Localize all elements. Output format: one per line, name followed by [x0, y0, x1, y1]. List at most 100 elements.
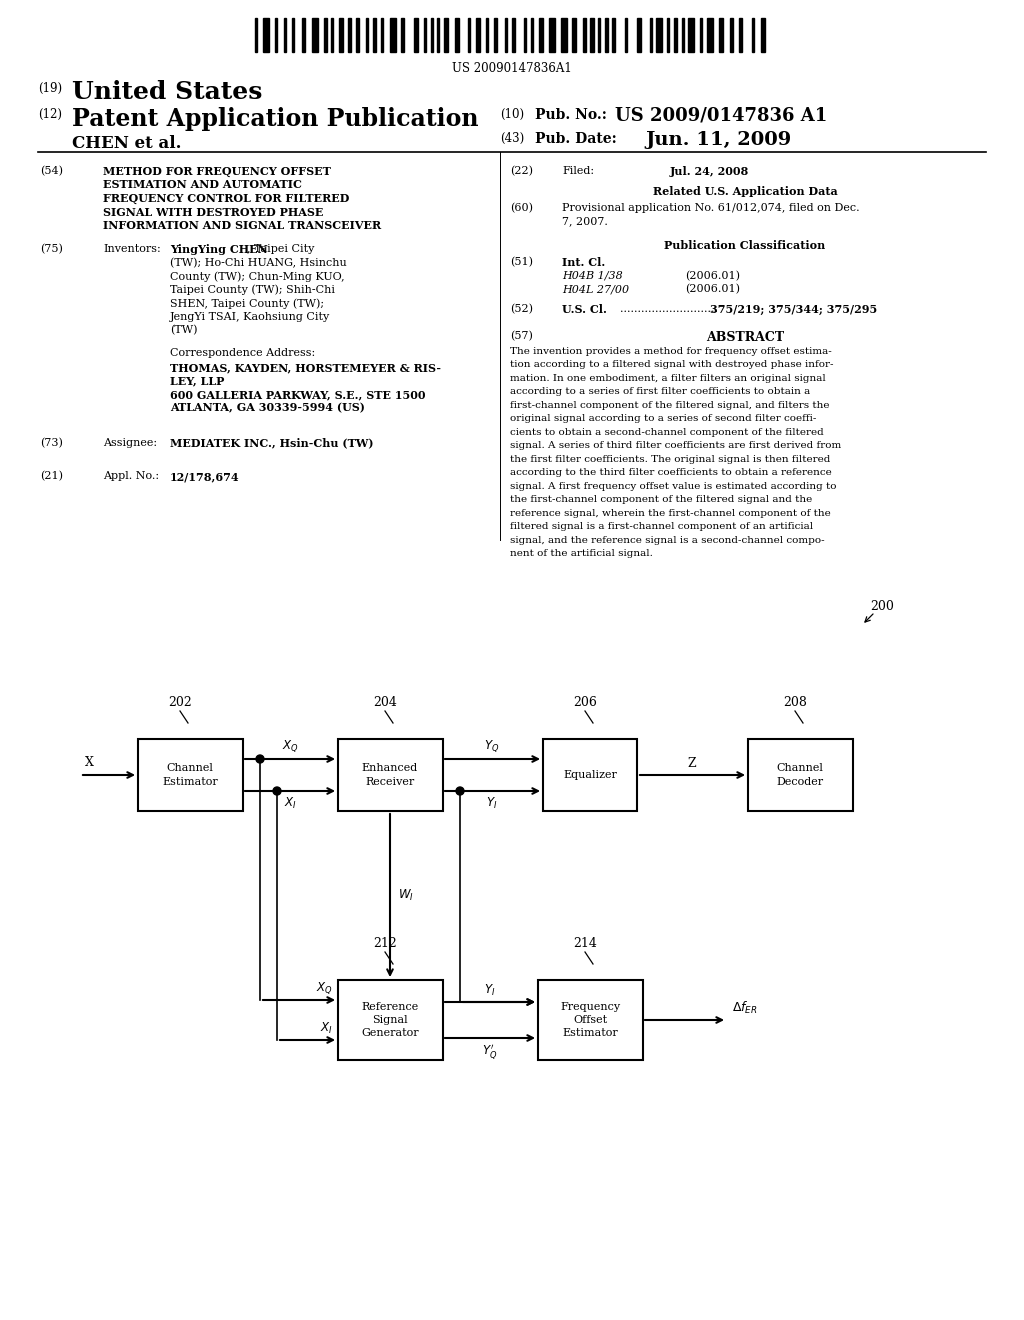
Bar: [650, 18, 652, 51]
Text: (60): (60): [510, 203, 534, 214]
Text: Appl. No.:: Appl. No.:: [103, 471, 159, 482]
Text: (57): (57): [510, 331, 532, 342]
Text: 208: 208: [783, 696, 807, 709]
Text: (10): (10): [500, 108, 524, 121]
Bar: [302, 18, 305, 51]
Text: MEDIATEK INC., Hsin-Chu (TW): MEDIATEK INC., Hsin-Chu (TW): [170, 437, 374, 449]
Text: Assignee:: Assignee:: [103, 437, 157, 447]
Bar: [381, 18, 383, 51]
Bar: [390, 18, 396, 51]
Text: Taipei County (TW); Shih-Chi: Taipei County (TW); Shih-Chi: [170, 285, 335, 296]
Text: (22): (22): [510, 166, 534, 177]
Bar: [414, 18, 418, 51]
Text: (73): (73): [40, 437, 62, 447]
Text: ABSTRACT: ABSTRACT: [706, 331, 784, 345]
Circle shape: [256, 755, 264, 763]
Text: Pub. Date:: Pub. Date:: [535, 132, 616, 147]
Bar: [255, 18, 257, 51]
Text: (52): (52): [510, 304, 534, 314]
Text: LEY, LLP: LEY, LLP: [170, 375, 224, 387]
Bar: [598, 18, 600, 51]
Text: 212: 212: [373, 937, 397, 950]
Bar: [437, 18, 439, 51]
Bar: [538, 979, 642, 1060]
Bar: [505, 18, 507, 51]
Text: Provisional application No. 61/012,074, filed on Dec.: Provisional application No. 61/012,074, …: [562, 203, 859, 213]
Text: Z: Z: [688, 756, 696, 770]
Text: $X_Q$: $X_Q$: [282, 738, 298, 754]
Text: ............................: ............................: [620, 304, 718, 314]
Bar: [682, 18, 684, 51]
Bar: [700, 18, 702, 51]
Bar: [338, 979, 442, 1060]
Text: $\Delta f_{ER}$: $\Delta f_{ER}$: [732, 1001, 758, 1016]
Text: 12/178,674: 12/178,674: [170, 471, 240, 482]
Bar: [719, 18, 723, 51]
Text: FREQUENCY CONTROL FOR FILTERED: FREQUENCY CONTROL FOR FILTERED: [103, 193, 349, 205]
Bar: [752, 18, 754, 51]
Text: Int. Cl.: Int. Cl.: [562, 257, 605, 268]
Text: Reference
Signal
Generator: Reference Signal Generator: [361, 1002, 419, 1039]
Text: $Y_I$: $Y_I$: [484, 983, 496, 998]
Bar: [312, 18, 318, 51]
Bar: [494, 18, 497, 51]
Bar: [137, 739, 243, 810]
Text: 204: 204: [373, 696, 397, 709]
Text: 214: 214: [573, 937, 597, 950]
Bar: [373, 18, 376, 51]
Bar: [707, 18, 713, 51]
Bar: [366, 18, 368, 51]
Text: $X_I$: $X_I$: [284, 796, 296, 810]
Circle shape: [456, 787, 464, 795]
Text: H04L 27/00: H04L 27/00: [562, 284, 629, 294]
Text: (75): (75): [40, 244, 62, 255]
Bar: [424, 18, 426, 51]
Text: Jun. 11, 2009: Jun. 11, 2009: [645, 131, 792, 149]
Text: signal, and the reference signal is a second-channel compo-: signal, and the reference signal is a se…: [510, 536, 824, 545]
Text: YingYing CHEN: YingYing CHEN: [170, 244, 267, 255]
Text: nent of the artificial signal.: nent of the artificial signal.: [510, 549, 653, 558]
Text: US 2009/0147836 A1: US 2009/0147836 A1: [615, 107, 827, 125]
Bar: [561, 18, 567, 51]
Text: original signal according to a series of second filter coeffi-: original signal according to a series of…: [510, 414, 816, 424]
Text: mation. In one embodiment, a filter filters an original signal: mation. In one embodiment, a filter filt…: [510, 374, 825, 383]
Text: Correspondence Address:: Correspondence Address:: [170, 348, 315, 359]
Bar: [667, 18, 669, 51]
Text: tion according to a filtered signal with destroyed phase infor-: tion according to a filtered signal with…: [510, 360, 834, 370]
Text: the first-channel component of the filtered signal and the: the first-channel component of the filte…: [510, 495, 812, 504]
Bar: [730, 18, 733, 51]
Text: Equalizer: Equalizer: [563, 770, 616, 780]
Bar: [486, 18, 488, 51]
Text: (2006.01): (2006.01): [685, 284, 740, 294]
Text: Publication Classification: Publication Classification: [665, 240, 825, 251]
Text: (TW): (TW): [170, 325, 198, 335]
Text: METHOD FOR FREQUENCY OFFSET: METHOD FOR FREQUENCY OFFSET: [103, 166, 331, 177]
Text: Related U.S. Application Data: Related U.S. Application Data: [652, 186, 838, 197]
Text: (19): (19): [38, 82, 62, 95]
Bar: [356, 18, 359, 51]
Bar: [612, 18, 615, 51]
Bar: [748, 739, 853, 810]
Text: 600 GALLERIA PARKWAY, S.E., STE 1500: 600 GALLERIA PARKWAY, S.E., STE 1500: [170, 389, 426, 400]
Text: Channel
Estimator: Channel Estimator: [162, 763, 218, 787]
Bar: [348, 18, 351, 51]
Text: (21): (21): [40, 471, 63, 482]
Text: (43): (43): [500, 132, 524, 145]
Text: 202: 202: [168, 696, 191, 709]
Bar: [583, 18, 586, 51]
Bar: [605, 18, 608, 51]
Text: ATLANTA, GA 30339-5994 (US): ATLANTA, GA 30339-5994 (US): [170, 403, 365, 413]
Bar: [284, 18, 286, 51]
Text: Patent Application Publication: Patent Application Publication: [72, 107, 478, 131]
Text: $X_Q$: $X_Q$: [316, 981, 333, 997]
Bar: [476, 18, 480, 51]
Text: (54): (54): [40, 166, 63, 177]
Bar: [331, 18, 333, 51]
Text: Channel
Decoder: Channel Decoder: [776, 763, 823, 787]
Bar: [512, 18, 515, 51]
Text: $W_I$: $W_I$: [398, 887, 414, 903]
Bar: [543, 739, 637, 810]
Text: Filed:: Filed:: [562, 166, 594, 176]
Text: $X_I$: $X_I$: [321, 1020, 333, 1036]
Text: reference signal, wherein the first-channel component of the: reference signal, wherein the first-chan…: [510, 508, 830, 517]
